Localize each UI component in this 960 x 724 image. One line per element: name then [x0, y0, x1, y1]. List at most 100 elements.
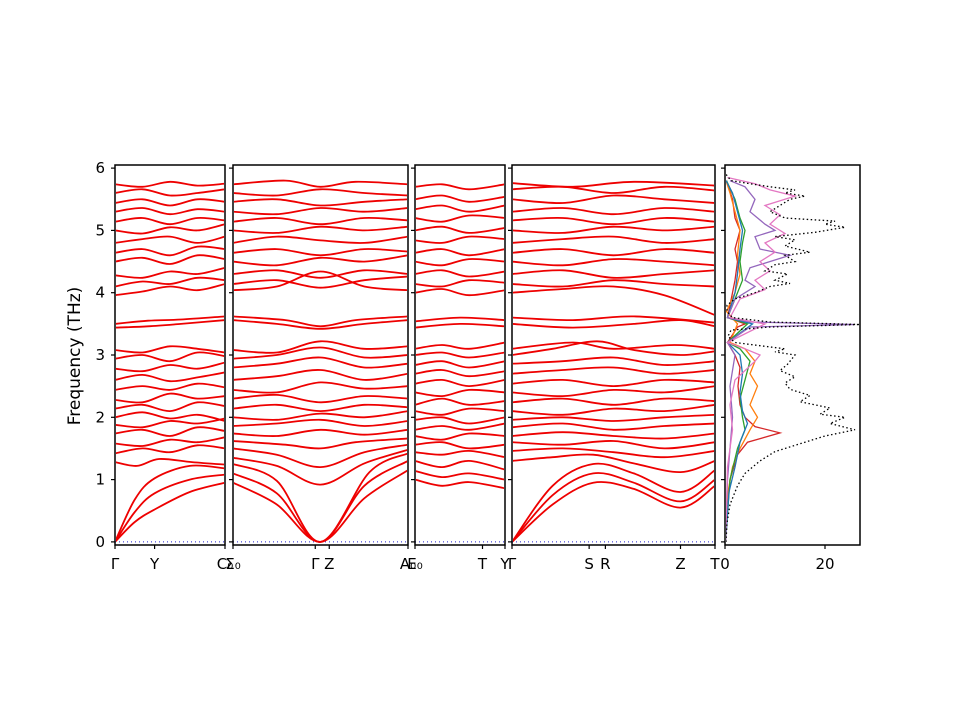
phonon-band-curve — [416, 432, 504, 441]
phonon-band-curve — [116, 444, 224, 455]
dos-purple — [726, 179, 856, 542]
phonon-band-curve — [513, 453, 714, 474]
phonon-band-curve — [116, 436, 224, 447]
phonon-band-curve — [513, 185, 714, 194]
phonon-band-curve — [116, 464, 224, 542]
panel-E0-T-Y: E₀ T Y — [407, 164, 510, 573]
phonon-band-curve — [116, 254, 224, 265]
phonon-band-curve — [513, 404, 714, 416]
y-tick-label: 1 — [95, 471, 105, 489]
phonon-band-curve — [513, 194, 714, 204]
phonon-band-curve — [416, 258, 504, 267]
phonon-band-curve — [116, 207, 224, 216]
kpoint-label: R — [600, 555, 610, 573]
phonon-band-curve — [513, 207, 714, 216]
phonon-band-curve — [513, 472, 714, 543]
phonon-band-curve — [416, 214, 504, 223]
phonon-band-curve — [416, 470, 504, 481]
phonon-band-curve — [513, 422, 714, 431]
phonon-band-curve — [416, 459, 504, 471]
phonon-band-curve — [416, 416, 504, 425]
phonon-band-curve — [234, 269, 407, 279]
y-tick-label: 0 — [95, 533, 105, 551]
phonon-band-curve — [513, 341, 714, 350]
phonon-band-curve — [234, 188, 407, 197]
kpoint-label: A₀ — [400, 555, 416, 573]
phonon-band-curve — [513, 385, 714, 398]
phonon-band-curve — [416, 194, 504, 203]
kpoint-label: E₀ — [407, 555, 423, 573]
phonon-band-curve — [416, 449, 504, 458]
phonon-band-curve — [513, 397, 714, 406]
y-tick-label: 3 — [95, 346, 105, 364]
phonon-band-curve — [116, 245, 224, 257]
phonon-band-curve — [234, 198, 407, 207]
phonon-band-curve — [116, 482, 224, 543]
phonon-band-curve — [116, 198, 224, 207]
phonon-band-curve — [416, 269, 504, 278]
y-axis-label: Frequency (THz) — [65, 287, 85, 426]
phonon-band-curve — [416, 388, 504, 398]
kpoint-label: Y — [499, 555, 510, 573]
phonon-band-curve — [416, 422, 504, 431]
phonon-band-curve — [416, 441, 504, 450]
panel-S0-GZ-A0: Σ₀ Γ Z A₀ — [225, 164, 416, 573]
phonon-band-curve — [116, 188, 224, 197]
phonon-band-curve — [234, 443, 407, 469]
phonon-band-curve — [416, 322, 504, 329]
phonon-band-curve — [116, 473, 224, 543]
phonon-band-curve — [234, 369, 407, 381]
phonon-band-curve — [513, 216, 714, 226]
phonon-band-curve — [234, 437, 407, 450]
y-tick-label: 6 — [95, 159, 105, 177]
phonon-band-curve — [416, 407, 504, 416]
phonon-band-curve — [116, 458, 224, 467]
phonon-band-curve — [513, 440, 714, 450]
dos-pink — [726, 176, 798, 542]
phonon-band-curve — [116, 319, 224, 329]
phonon-band-curve — [513, 225, 714, 234]
dos-green — [726, 180, 751, 542]
kpoint-label: Z — [675, 555, 685, 573]
phonon-band-curve — [234, 275, 407, 289]
phonon-band-curve — [416, 183, 504, 191]
phonon-band-curve — [116, 426, 224, 437]
kpoint-label: Γ — [311, 555, 320, 573]
phonon-band-curve — [234, 452, 407, 543]
phonon-band-curve — [234, 381, 407, 394]
phonon-band-curve — [513, 340, 714, 356]
phonon-band-curve — [416, 478, 504, 490]
phonon-band-curve — [234, 403, 407, 413]
phonon-band-curve — [234, 254, 407, 267]
phonon-band-curve — [234, 270, 407, 292]
phonon-band-curve — [116, 351, 224, 363]
phonon-band-curve — [416, 316, 504, 323]
phonon-band-curve — [416, 378, 504, 388]
y-tick-label: 4 — [95, 284, 105, 302]
y-tick-label: 5 — [95, 221, 105, 239]
phonon-band-curve — [116, 180, 224, 188]
kpoint-label: T — [477, 555, 488, 573]
phonon-band-curve — [416, 360, 504, 369]
phonon-band-curve — [513, 279, 714, 288]
panel-G-Y-C0: 0 1 2 3 4 5 6 Γ Y C₀ — [95, 159, 233, 573]
phonon-band-curve — [513, 285, 714, 316]
phonon-band-curve — [234, 449, 407, 486]
kpoint-label: Γ — [111, 555, 120, 573]
kpoint-label: C₀ — [217, 555, 234, 573]
phonon-band-curve — [416, 351, 504, 359]
phonon-band-curve — [234, 356, 407, 369]
dos-x-tick-label: 20 — [815, 555, 834, 573]
phonon-band-curve — [234, 315, 407, 328]
phonon-band-curve — [513, 235, 714, 244]
phonon-band-curve — [234, 418, 407, 427]
phonon-band-curve — [513, 378, 714, 388]
phonon-band-curve — [513, 447, 714, 459]
phonon-band-curve — [234, 248, 407, 257]
phonon-band-curve — [116, 345, 224, 354]
kpoint-label: S — [584, 555, 594, 573]
dos-x-tick-label: 0 — [720, 555, 730, 573]
